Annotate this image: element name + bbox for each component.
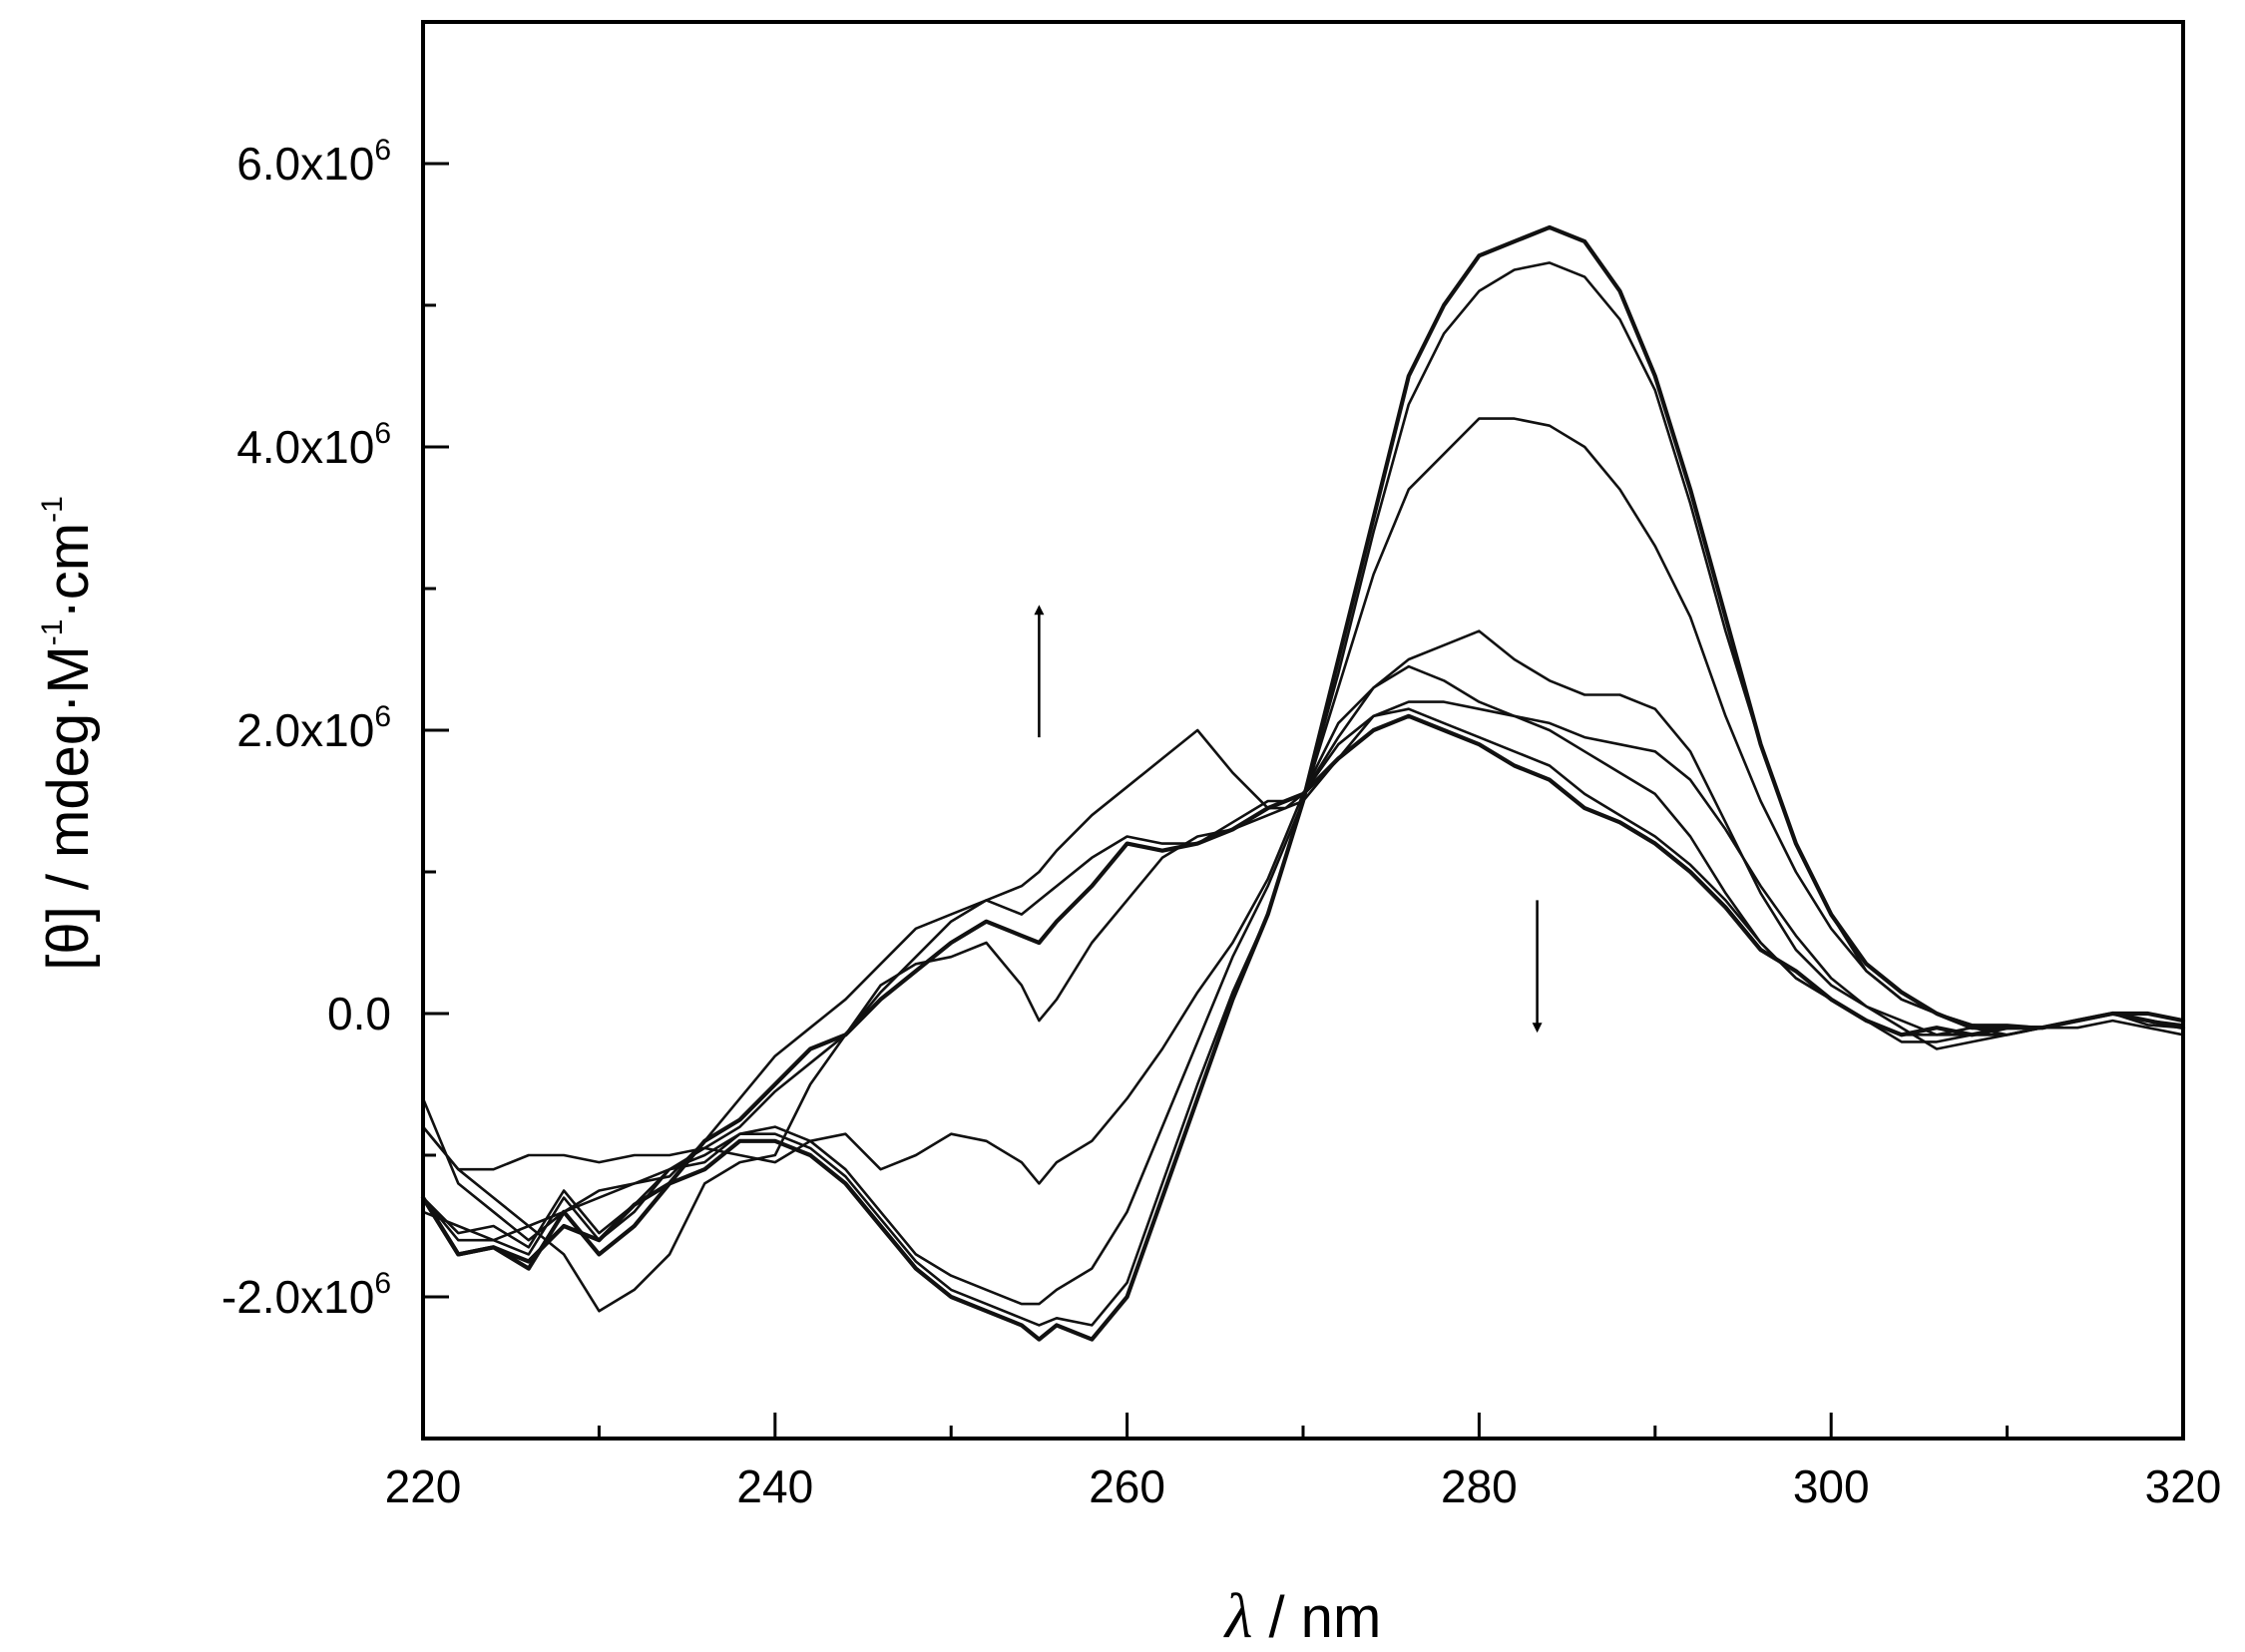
series-line-curve-8	[421, 664, 2185, 1242]
annotation-group	[1034, 605, 1543, 1033]
y-tick-label: 2.0x106	[236, 700, 391, 756]
series-line-curve-7	[421, 707, 2185, 1242]
plot-frame	[421, 20, 2185, 1441]
series-group	[420, 224, 2186, 1342]
y-axis-title-exp1: -1	[36, 620, 69, 646]
y-axis-title-exp2: -1	[36, 496, 69, 523]
x-tick-label: 220	[385, 1460, 462, 1512]
series-line-curve-1	[420, 224, 2186, 1342]
y-tick-label: 0.0	[327, 988, 391, 1039]
x-tick-label: 240	[736, 1460, 813, 1512]
x-tick-label: 260	[1089, 1460, 1165, 1512]
x-tick-label: 300	[1793, 1460, 1870, 1512]
tick-group	[421, 162, 2185, 1439]
y-tick-label: 6.0x106	[236, 134, 391, 190]
x-tick-label: 280	[1441, 1460, 1518, 1512]
y-tick-label: 4.0x106	[236, 417, 391, 473]
x-tick-label: 320	[2145, 1460, 2222, 1512]
series-line-curve-4	[421, 629, 2185, 1185]
y-axis-title-main: [θ] / mdeg·M	[36, 645, 101, 971]
x-axis-unit: / nm	[1268, 1585, 1381, 1650]
x-axis-title: λ / nm	[1223, 1580, 1382, 1651]
y-axis-title: [θ] / mdeg·M-1·cm-1	[36, 496, 101, 971]
y-tick-label: -2.0x106	[222, 1267, 391, 1323]
series-line-curve-3	[421, 417, 2185, 1306]
x-axis-symbol: λ	[1223, 1580, 1253, 1651]
tick-label-group: 220 240 260 280 300 320 -2.0x106 0.0 2.0x106 4.0x…	[222, 134, 2222, 1512]
y-axis-title-cm: ·cm	[36, 523, 101, 620]
